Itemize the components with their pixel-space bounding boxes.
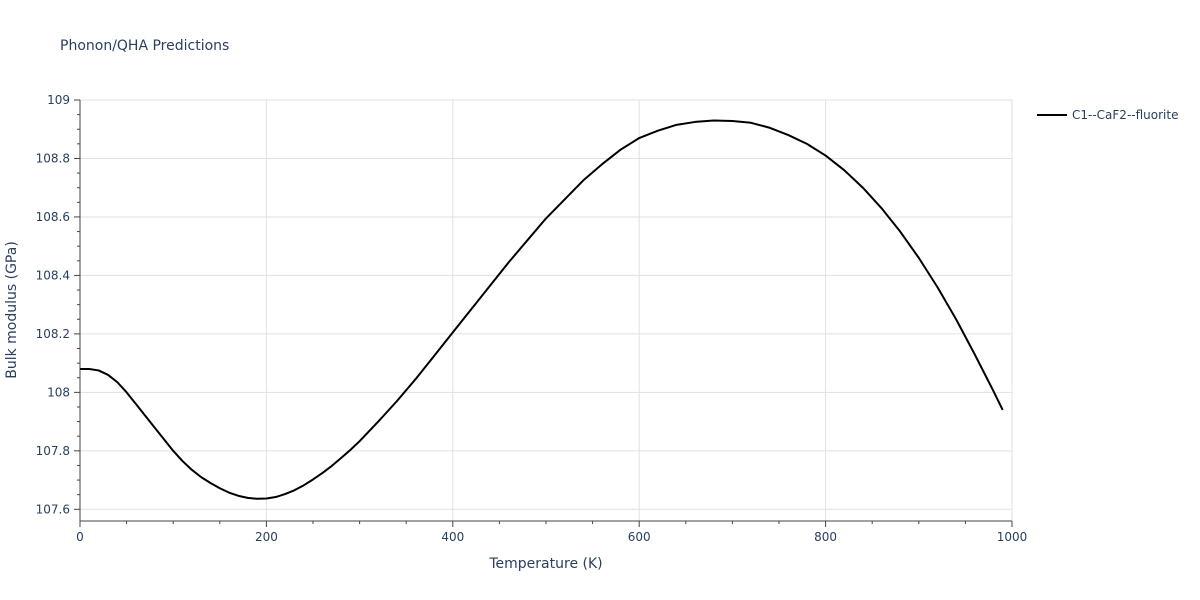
x-axis-title: Temperature (K) — [488, 556, 602, 572]
x-tick-label: 600 — [628, 530, 651, 544]
y-tick-label: 108.8 — [36, 151, 70, 165]
x-tick-label: 800 — [814, 530, 837, 544]
series-line — [80, 119, 1004, 500]
x-tick-label: 200 — [255, 530, 278, 544]
x-tick-label: 0 — [76, 530, 84, 544]
y-tick-label: 109 — [47, 93, 70, 107]
grid — [80, 99, 1013, 521]
y-ticks: 107.6 107.8 108 108.2 108.4 108.6 108.8 109 — [36, 93, 80, 516]
x-tick-label: 400 — [441, 530, 464, 544]
series-layer — [80, 119, 1004, 500]
y-tick-label: 108 — [47, 385, 70, 399]
x-tick-label: 1000 — [997, 530, 1028, 544]
y-axis-title: Bulk modulus (GPa) — [4, 241, 20, 379]
axes — [79, 100, 1012, 522]
legend-label: C1--CaF2--fluorite — [1072, 108, 1178, 122]
y-tick-label: 107.8 — [36, 444, 70, 458]
y-tick-label: 107.6 — [36, 502, 70, 516]
y-tick-label: 108.4 — [36, 268, 70, 282]
chart-title: Phonon/QHA Predictions — [60, 38, 229, 54]
y-tick-label: 108.2 — [36, 327, 70, 341]
legend[interactable]: C1--CaF2--fluorite — [1037, 108, 1178, 122]
x-ticks: 0 200 400 600 800 1000 — [76, 521, 1027, 544]
y-tick-label: 108.6 — [36, 210, 70, 224]
